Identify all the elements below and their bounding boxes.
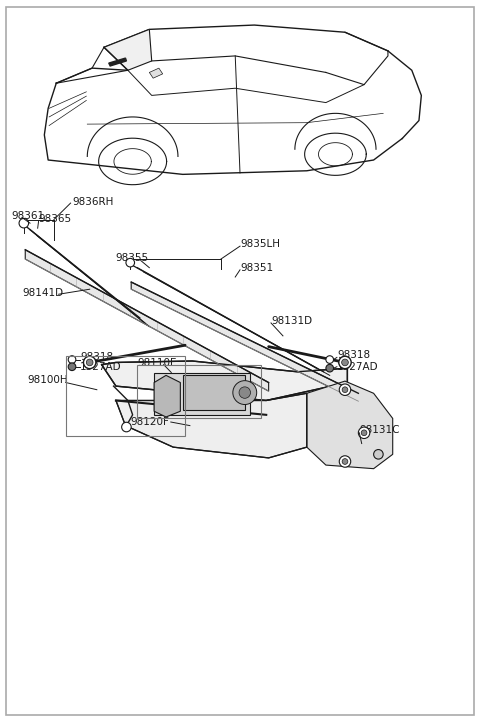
Polygon shape: [307, 381, 393, 469]
Circle shape: [68, 356, 76, 363]
Circle shape: [339, 356, 351, 369]
Text: 98131C: 98131C: [360, 425, 400, 435]
Circle shape: [326, 356, 334, 363]
Bar: [183, 375, 245, 410]
Circle shape: [121, 422, 131, 432]
Text: 98365: 98365: [38, 214, 72, 224]
Polygon shape: [116, 393, 307, 458]
Circle shape: [342, 359, 348, 366]
Bar: [154, 373, 250, 415]
Circle shape: [84, 356, 96, 369]
Circle shape: [68, 363, 76, 370]
Text: 98141D: 98141D: [22, 288, 63, 297]
Polygon shape: [131, 282, 359, 401]
Bar: [66, 356, 185, 436]
Circle shape: [342, 387, 348, 393]
Circle shape: [126, 258, 134, 267]
Text: 1327AD: 1327AD: [337, 362, 379, 372]
Circle shape: [359, 427, 370, 438]
Text: 9835LH: 9835LH: [240, 239, 280, 249]
Circle shape: [19, 219, 29, 228]
Polygon shape: [154, 375, 180, 417]
Text: 98318: 98318: [337, 349, 370, 360]
Text: 98100H: 98100H: [28, 375, 68, 386]
Circle shape: [326, 365, 334, 372]
Polygon shape: [109, 58, 126, 66]
Polygon shape: [25, 250, 269, 391]
Polygon shape: [104, 30, 152, 70]
Text: 98318: 98318: [80, 352, 113, 362]
Circle shape: [86, 359, 93, 366]
Text: 98120F: 98120F: [130, 417, 169, 427]
Text: 98110E: 98110E: [137, 358, 177, 368]
Polygon shape: [149, 68, 163, 78]
Circle shape: [342, 458, 348, 464]
Circle shape: [233, 380, 257, 404]
Circle shape: [361, 430, 367, 435]
Text: 98355: 98355: [115, 253, 148, 264]
Polygon shape: [102, 361, 348, 401]
Text: 98131D: 98131D: [271, 316, 312, 326]
Bar: [137, 365, 262, 419]
Text: 9836RH: 9836RH: [72, 196, 113, 206]
Circle shape: [373, 450, 383, 459]
Circle shape: [339, 384, 351, 396]
Text: 98351: 98351: [240, 263, 273, 273]
Text: 98361: 98361: [11, 211, 44, 221]
Circle shape: [339, 456, 351, 467]
Text: 1327AD: 1327AD: [80, 362, 122, 372]
Circle shape: [239, 387, 251, 399]
